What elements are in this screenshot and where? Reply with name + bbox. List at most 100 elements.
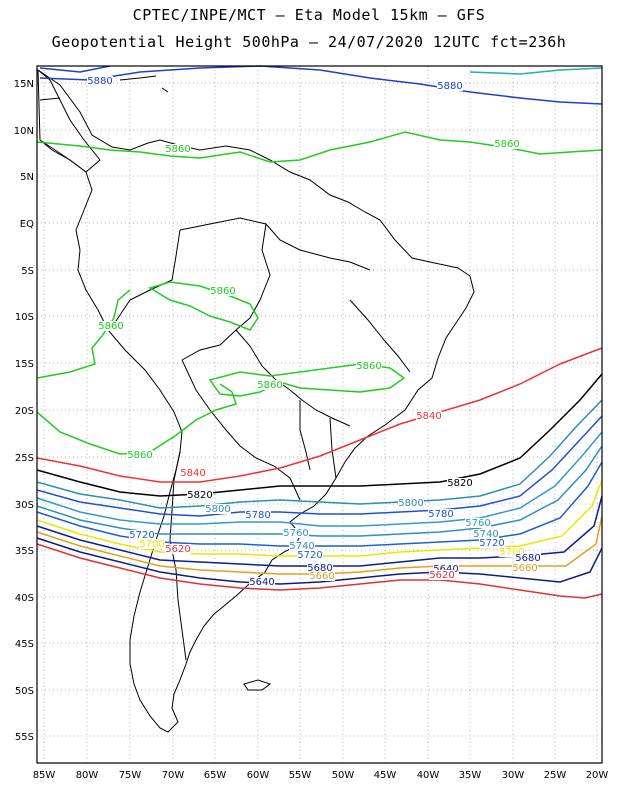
contour-label: 5860 bbox=[210, 286, 235, 297]
contour-5900 bbox=[469, 67, 603, 75]
lon-label: 50W bbox=[332, 770, 355, 781]
contour-label-bg bbox=[473, 529, 499, 539]
lat-label: 40S bbox=[15, 593, 34, 604]
contour-label: 5660 bbox=[309, 571, 334, 582]
contour-label: 5700 bbox=[499, 547, 524, 558]
lat-label: 20S bbox=[15, 406, 34, 417]
contour-5820 bbox=[36, 373, 603, 497]
contour-label-bg bbox=[180, 468, 206, 478]
brazil-borders bbox=[109, 217, 411, 501]
contour-label-bg bbox=[499, 547, 525, 557]
map-subtitle: Geopotential Height 500hPa – 24/07/2020 … bbox=[51, 33, 567, 51]
contour-label: 5640 bbox=[249, 577, 274, 588]
contour-label: 5740 bbox=[289, 541, 314, 552]
contour-label: 5860 bbox=[356, 361, 381, 372]
contour-label-bg bbox=[429, 570, 455, 580]
contour-label-bg bbox=[307, 563, 333, 573]
central-america bbox=[37, 69, 101, 173]
lon-label: 85W bbox=[33, 770, 56, 781]
lat-label: 50S bbox=[15, 686, 34, 697]
contour-label-bg bbox=[297, 550, 323, 560]
contour-5860 bbox=[36, 383, 237, 455]
coastline bbox=[37, 69, 475, 733]
contour-label-bg bbox=[416, 411, 442, 421]
contour-5620 bbox=[36, 543, 603, 599]
lon-label: 55W bbox=[289, 770, 312, 781]
contour-5800 bbox=[36, 399, 603, 509]
contour-5760 bbox=[36, 431, 603, 527]
contour-label-bg bbox=[289, 541, 315, 551]
contour-label: 5680 bbox=[307, 563, 332, 574]
contour-label-bg bbox=[210, 286, 236, 296]
contour-5860 bbox=[148, 281, 259, 331]
contour-label: 5720 bbox=[297, 550, 322, 561]
contour-label: 5760 bbox=[465, 518, 490, 529]
contour-5880 bbox=[39, 65, 603, 105]
lon-label: 35W bbox=[459, 770, 482, 781]
contour-label: 5800 bbox=[398, 498, 423, 509]
contour-label: 5780 bbox=[245, 510, 270, 521]
longitude-labels: 85W 80W 75W 70W 65W 60W 55W 50W 45W 40W 35W 30W 25W 2… bbox=[33, 770, 609, 781]
contour-label: 5720 bbox=[479, 538, 504, 549]
south-america-coastline bbox=[37, 69, 475, 733]
contour-label-bg bbox=[309, 571, 335, 581]
contour-label-bg bbox=[515, 553, 541, 563]
contour-label: 5620 bbox=[165, 544, 190, 555]
contour-5680 bbox=[36, 495, 603, 567]
lat-label: 15S bbox=[15, 359, 34, 370]
lon-label: 40W bbox=[417, 770, 440, 781]
contour-5700 bbox=[36, 479, 603, 557]
contour-label: 5700 bbox=[139, 539, 164, 550]
contour-label: 5820 bbox=[187, 490, 212, 501]
falkland-islands bbox=[243, 679, 272, 691]
contour-label: 5620 bbox=[429, 570, 454, 581]
lon-label: 70W bbox=[162, 770, 185, 781]
contour-label-bg bbox=[494, 139, 520, 149]
lat-label: 45S bbox=[15, 639, 34, 650]
contour-label-bg bbox=[205, 504, 231, 514]
contour-label: 5820 bbox=[447, 478, 472, 489]
contour-label-bg bbox=[398, 498, 424, 508]
latitude-labels: 15N 10N 5N EQ 5S 10S 15S 20S 25S 30S 35S 40S 45S 50S 5… bbox=[14, 79, 34, 743]
contour-label: 5720 bbox=[129, 530, 154, 541]
contour-5880 bbox=[39, 65, 111, 73]
contour-label-bg bbox=[479, 538, 505, 548]
contour-label: 5760 bbox=[283, 528, 308, 539]
contour-5780 bbox=[36, 415, 603, 517]
lon-label: 30W bbox=[502, 770, 525, 781]
contour-label: 5880 bbox=[87, 76, 112, 87]
map-title: CPTEC/INPE/MCT – Eta Model 15km – GFS bbox=[132, 6, 486, 24]
contour-5860 bbox=[36, 289, 131, 379]
lat-label: 5S bbox=[21, 266, 34, 277]
contour-label: 5680 bbox=[515, 553, 540, 564]
lat-label: 35S bbox=[15, 546, 34, 557]
map-frame bbox=[36, 65, 603, 764]
contour-5840 bbox=[36, 347, 603, 483]
lat-label: 55S bbox=[15, 732, 34, 743]
contour-labels: 5880 5880 5860 5860 5860 5860 5860 5860 5860 5840… bbox=[87, 76, 541, 588]
contour-label: 5780 bbox=[428, 509, 453, 520]
contour-label-bg bbox=[512, 563, 538, 573]
lon-label: 75W bbox=[119, 770, 142, 781]
contour-label-bg bbox=[465, 518, 491, 528]
contour-label: 5660 bbox=[512, 563, 537, 574]
contour-label: 5800 bbox=[205, 504, 230, 515]
caribbean-islands bbox=[39, 75, 169, 101]
contour-label-bg bbox=[187, 490, 213, 500]
lat-label: 10S bbox=[15, 312, 34, 323]
contour-label: 5740 bbox=[473, 529, 498, 540]
contour-label-bg bbox=[447, 478, 473, 488]
contour-label: 5840 bbox=[180, 468, 205, 479]
contour-label-bg bbox=[428, 509, 454, 519]
contour-label: 5640 bbox=[433, 564, 458, 575]
contour-label-bg bbox=[437, 81, 463, 91]
lat-label: 15N bbox=[14, 79, 34, 90]
lat-label: EQ bbox=[20, 219, 34, 230]
contour-label: 5860 bbox=[257, 380, 282, 391]
lat-label: 5N bbox=[20, 172, 34, 183]
contour-label-bg bbox=[127, 450, 153, 460]
lon-label: 25W bbox=[544, 770, 567, 781]
contour-label-bg bbox=[139, 539, 165, 549]
contour-5640 bbox=[36, 537, 603, 585]
